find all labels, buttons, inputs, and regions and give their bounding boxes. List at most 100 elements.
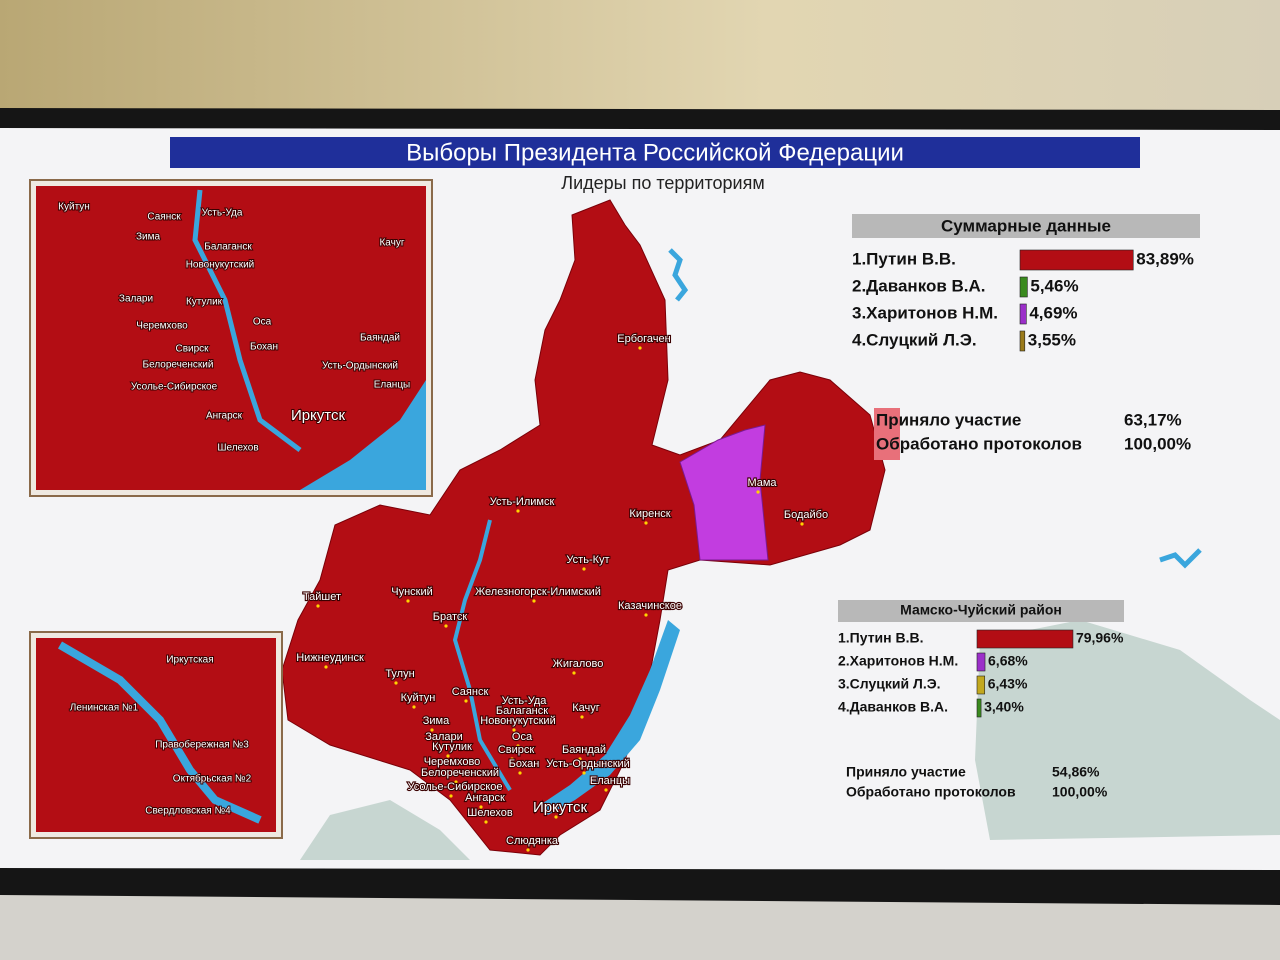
place-label: Бохан xyxy=(509,758,540,770)
inset-place-label: Шелехов xyxy=(217,443,258,454)
result-bar xyxy=(976,698,982,718)
place-label: Черемхово xyxy=(424,756,481,768)
stat-label: Обработано протоколов xyxy=(876,434,1082,453)
place-label: Новонукутский xyxy=(480,715,555,727)
stat-value: 100,00% xyxy=(1052,784,1108,800)
inset-place-label: Оса xyxy=(253,317,272,328)
place-dot xyxy=(518,708,522,712)
place-dot xyxy=(800,522,804,526)
region-map xyxy=(281,199,886,856)
candidate-name: 2.Даванков В.А. xyxy=(852,276,986,295)
place-label: Зима xyxy=(423,715,450,727)
place-label: Еланцы xyxy=(590,775,630,787)
inset-place-label: Иркутск xyxy=(291,407,346,424)
place-dot xyxy=(454,780,458,784)
inset-place-label: Саянск xyxy=(147,212,181,223)
neighbour-area xyxy=(975,620,1280,840)
inset-place-label: Новонукутский xyxy=(186,260,255,271)
place-label: Саянск xyxy=(452,686,489,698)
inset-place-label: Баяндай xyxy=(360,333,400,344)
place-dot xyxy=(526,848,530,852)
result-bar xyxy=(976,629,1074,649)
place-dot xyxy=(316,604,320,608)
result-value: 83,89% xyxy=(1136,249,1194,268)
place-dot xyxy=(484,820,488,824)
place-label: Ербогачен xyxy=(617,333,670,345)
inset-map xyxy=(36,638,276,832)
inset-place-label: Кутулик xyxy=(186,297,223,308)
inset-map xyxy=(36,186,426,490)
place-dot xyxy=(578,757,582,761)
neighbour-area xyxy=(300,800,470,860)
place-dot xyxy=(580,715,584,719)
stat-label: Приняло участие xyxy=(846,764,966,780)
result-value: 3,55% xyxy=(1028,330,1076,349)
place-label: Усть-Кут xyxy=(566,554,609,566)
subtitle: Лидеры по территориям xyxy=(561,173,764,193)
lake xyxy=(668,248,1202,569)
place-dot xyxy=(438,744,442,748)
place-dot xyxy=(446,754,450,758)
place-dot xyxy=(638,346,642,350)
place-dot xyxy=(516,718,520,722)
place-dot xyxy=(582,771,586,775)
result-bar xyxy=(1019,330,1026,352)
panel-header xyxy=(852,214,1200,238)
inset-place-label: Ангарск xyxy=(206,411,243,422)
place-dot xyxy=(464,699,468,703)
stat-label: Приняло участие xyxy=(876,410,1021,429)
place-dot xyxy=(510,757,514,761)
result-bar xyxy=(1019,276,1028,298)
stat-value: 54,86% xyxy=(1052,764,1100,780)
mama-chuya-district xyxy=(679,424,769,561)
result-bar xyxy=(1019,303,1027,325)
place-label: Свирск xyxy=(498,744,535,756)
inset-place-label: Усолье-Сибирское xyxy=(131,381,218,393)
place-label: Усть-Илимск xyxy=(490,496,555,508)
place-label: Жигалово xyxy=(553,658,604,670)
candidate-name: 2.Харитонов Н.М. xyxy=(838,653,958,669)
stat-value: 100,00% xyxy=(1124,434,1191,453)
result-value: 4,69% xyxy=(1029,303,1077,322)
inset-place-label: Белореченский xyxy=(143,360,214,371)
inset-district-label: Ленинская №1 xyxy=(70,703,139,714)
result-value: 79,96% xyxy=(1076,630,1124,646)
inset-place-label: Зима xyxy=(136,232,161,243)
place-label: Белореченский xyxy=(421,767,499,779)
place-label: Шелехов xyxy=(467,807,513,819)
place-label: Казачинское xyxy=(618,600,682,612)
inset-place-label: Усть-Уда xyxy=(202,208,243,219)
candidate-name: 3.Слуцкий Л.Э. xyxy=(838,676,941,692)
panel-title: Суммарные данные xyxy=(941,216,1111,235)
place-dot xyxy=(430,728,434,732)
candidate-name: 1.Путин В.В. xyxy=(852,249,956,268)
place-dot xyxy=(532,599,536,603)
result-value: 6,68% xyxy=(988,653,1028,669)
panel-title: Мамско-Чуйский район xyxy=(900,602,1062,618)
inset-place-label: Балаганск xyxy=(204,242,252,253)
place-label: Усть-Уда xyxy=(502,695,548,707)
inset-district-label: Правобережная №3 xyxy=(155,739,249,751)
inset-district-label: Свердловская №4 xyxy=(145,806,231,817)
turnout-marker xyxy=(874,408,900,460)
place-dot xyxy=(756,490,760,494)
place-label: Оса xyxy=(512,731,533,743)
inset-district-label: Иркутская xyxy=(166,655,213,666)
inset-place-label: Свирск xyxy=(175,344,209,355)
result-bar xyxy=(1019,249,1134,271)
inset-place-label: Залари xyxy=(119,294,153,305)
result-value: 6,43% xyxy=(988,676,1028,692)
title: Выборы Президента Российской Федерации xyxy=(406,139,904,166)
inset-lake xyxy=(300,380,426,490)
inset-river xyxy=(57,641,262,824)
place-label: Чунский xyxy=(391,586,433,598)
place-dot xyxy=(446,769,450,773)
place-label: Мама xyxy=(747,477,777,489)
place-label: Кутулик xyxy=(432,741,472,753)
place-dot xyxy=(406,599,410,603)
place-dot xyxy=(644,613,648,617)
inset-place-label: Бохан xyxy=(250,342,278,353)
lake-baikal xyxy=(540,620,680,815)
place-label: Усолье-Сибирское xyxy=(407,781,502,793)
